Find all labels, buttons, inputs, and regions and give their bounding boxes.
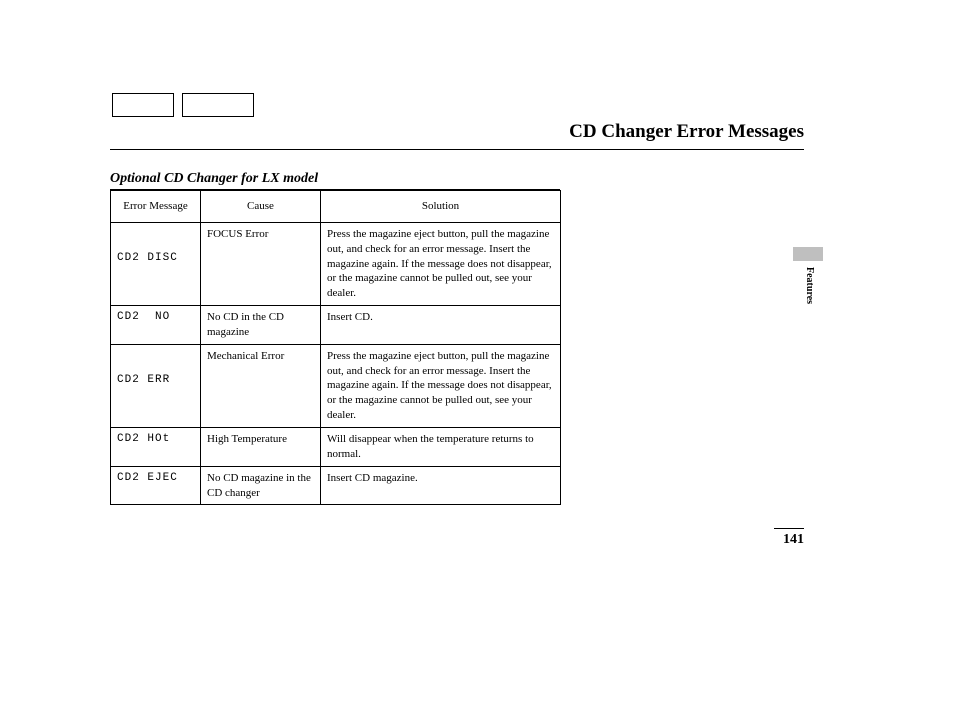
table-row: CD2 DISC FOCUS Error Press the magazine …	[111, 222, 561, 305]
error-solution: Press the magazine eject button, pull th…	[321, 344, 561, 427]
error-cause: High Temperature	[201, 427, 321, 466]
error-message-lcd: CD2 ERR	[111, 344, 201, 427]
title-block: CD Changer Error Messages	[110, 121, 804, 150]
table-row: CD2 NO No CD in the CD magazine Insert C…	[111, 306, 561, 345]
error-message-lcd: CD2 NO	[111, 306, 201, 345]
col-header-error-message: Error Message	[111, 191, 201, 223]
error-solution: Press the magazine eject button, pull th…	[321, 222, 561, 305]
error-message-lcd: CD2 HOt	[111, 427, 201, 466]
page-number-rule	[774, 528, 804, 529]
error-cause: No CD in the CD magazine	[201, 306, 321, 345]
manual-page: CD Changer Error Messages Optional CD Ch…	[0, 0, 954, 710]
table-header-row: Error Message Cause Solution	[111, 191, 561, 223]
nav-box-1[interactable]	[112, 93, 174, 117]
section-tab-marker	[793, 247, 823, 261]
page-number: 141	[783, 532, 804, 548]
error-solution: Insert CD magazine.	[321, 466, 561, 505]
table-subheading: Optional CD Changer for LX model	[110, 171, 560, 190]
error-solution: Insert CD.	[321, 306, 561, 345]
nav-box-2[interactable]	[182, 93, 254, 117]
error-cause: No CD magazine in the CD changer	[201, 466, 321, 505]
table-row: CD2 HOt High Temperature Will disappear …	[111, 427, 561, 466]
error-message-lcd: CD2 DISC	[111, 222, 201, 305]
table-row: CD2 ERR Mechanical Error Press the magaz…	[111, 344, 561, 427]
error-message-lcd: CD2 EJEC	[111, 466, 201, 505]
error-cause: FOCUS Error	[201, 222, 321, 305]
title-rule	[110, 149, 804, 150]
error-solution: Will disappear when the temperature retu…	[321, 427, 561, 466]
page-title: CD Changer Error Messages	[110, 121, 804, 149]
table-row: CD2 EJEC No CD magazine in the CD change…	[111, 466, 561, 505]
col-header-solution: Solution	[321, 191, 561, 223]
error-cause: Mechanical Error	[201, 344, 321, 427]
section-tab-label: Features	[804, 267, 815, 304]
col-header-cause: Cause	[201, 191, 321, 223]
error-messages-table: Error Message Cause Solution CD2 DISC FO…	[110, 190, 561, 505]
